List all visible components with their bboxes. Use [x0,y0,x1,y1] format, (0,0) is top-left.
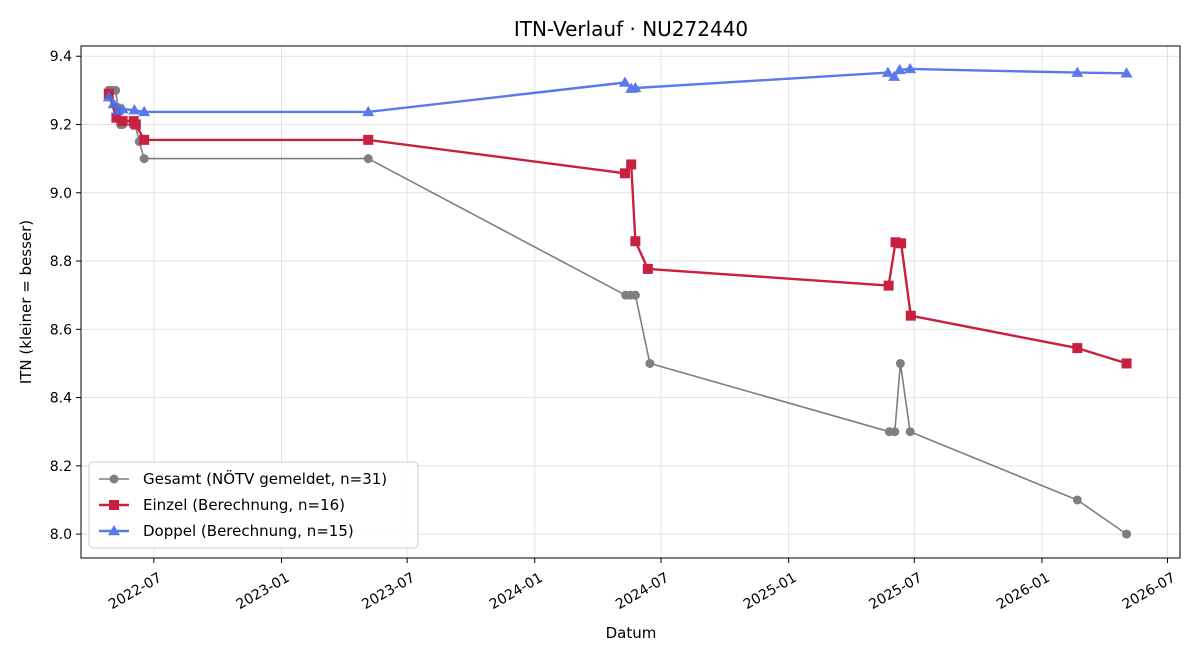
legend-marker [109,474,119,484]
y-tick-label: 8.6 [50,322,72,338]
data-point [139,134,150,145]
data-point [362,105,375,117]
data-point [890,237,901,248]
data-point [130,119,141,130]
y-tick-label: 9.2 [50,118,72,134]
data-point [895,358,905,368]
data-point [619,168,630,179]
legend-marker [109,500,119,510]
legend-marker [108,525,120,536]
legend-box [88,461,419,549]
data-point [139,154,149,164]
legend-entry [99,474,129,484]
data-point [905,310,916,321]
data-point [1072,343,1083,354]
series-triangle [102,62,1133,117]
data-point [1072,495,1082,505]
data-point [881,66,894,77]
data-point [893,63,906,75]
data-point [116,103,129,114]
legend-entry [99,525,129,536]
legend-label: Doppel (Berechnung, n=15) [143,522,354,540]
y-tick-label: 9.0 [50,186,72,202]
y-tick-label: 8.8 [50,254,72,270]
legend-label: Gesamt (NÖTV gemeldet, n=31) [143,469,387,488]
data-point [905,427,915,437]
data-point [1071,66,1084,77]
data-point [1120,67,1133,78]
data-point [890,427,900,437]
data-point [1122,529,1132,539]
data-point [629,81,642,93]
y-tick-label: 9.4 [50,49,72,65]
data-point [1121,358,1132,369]
data-point [888,70,901,81]
y-tick-label: 8.4 [50,391,72,407]
data-point [904,62,917,74]
data-point [645,358,655,368]
data-point [138,105,151,117]
plot-frame [80,45,1181,559]
data-point [111,112,122,123]
legend-label: Einzel (Berechnung, n=16) [143,496,345,514]
series-layer [102,62,1133,539]
series-square [103,88,1132,369]
chart-title: ITN-Verlauf · NU272440 [514,17,748,41]
x-axis-label: Datum [606,624,657,642]
data-point [107,98,120,109]
data-point [630,290,640,300]
data-point [363,154,373,164]
data-point [626,159,637,170]
y-tick-label: 8.2 [50,459,72,475]
data-point [102,91,115,102]
series-circle [104,85,1132,539]
data-point [896,238,907,249]
data-point [630,236,641,247]
data-point [363,134,374,145]
y-tick-label: 8.0 [50,527,72,543]
y-axis-label: ITN (kleiner = besser) [17,220,35,384]
legend-entry [99,500,129,510]
data-point [642,263,653,274]
y-axis: 8.0 8.2 8.4 8.6 8.8 9.0 9.2 9.4 [50,49,81,543]
data-point [128,104,141,115]
data-point [618,76,631,87]
series-line [108,89,1128,535]
data-point [117,116,128,127]
legend: Gesamt (NÖTV gemeldet, n=31) Einzel (Bere… [88,461,419,549]
data-point [883,280,894,291]
